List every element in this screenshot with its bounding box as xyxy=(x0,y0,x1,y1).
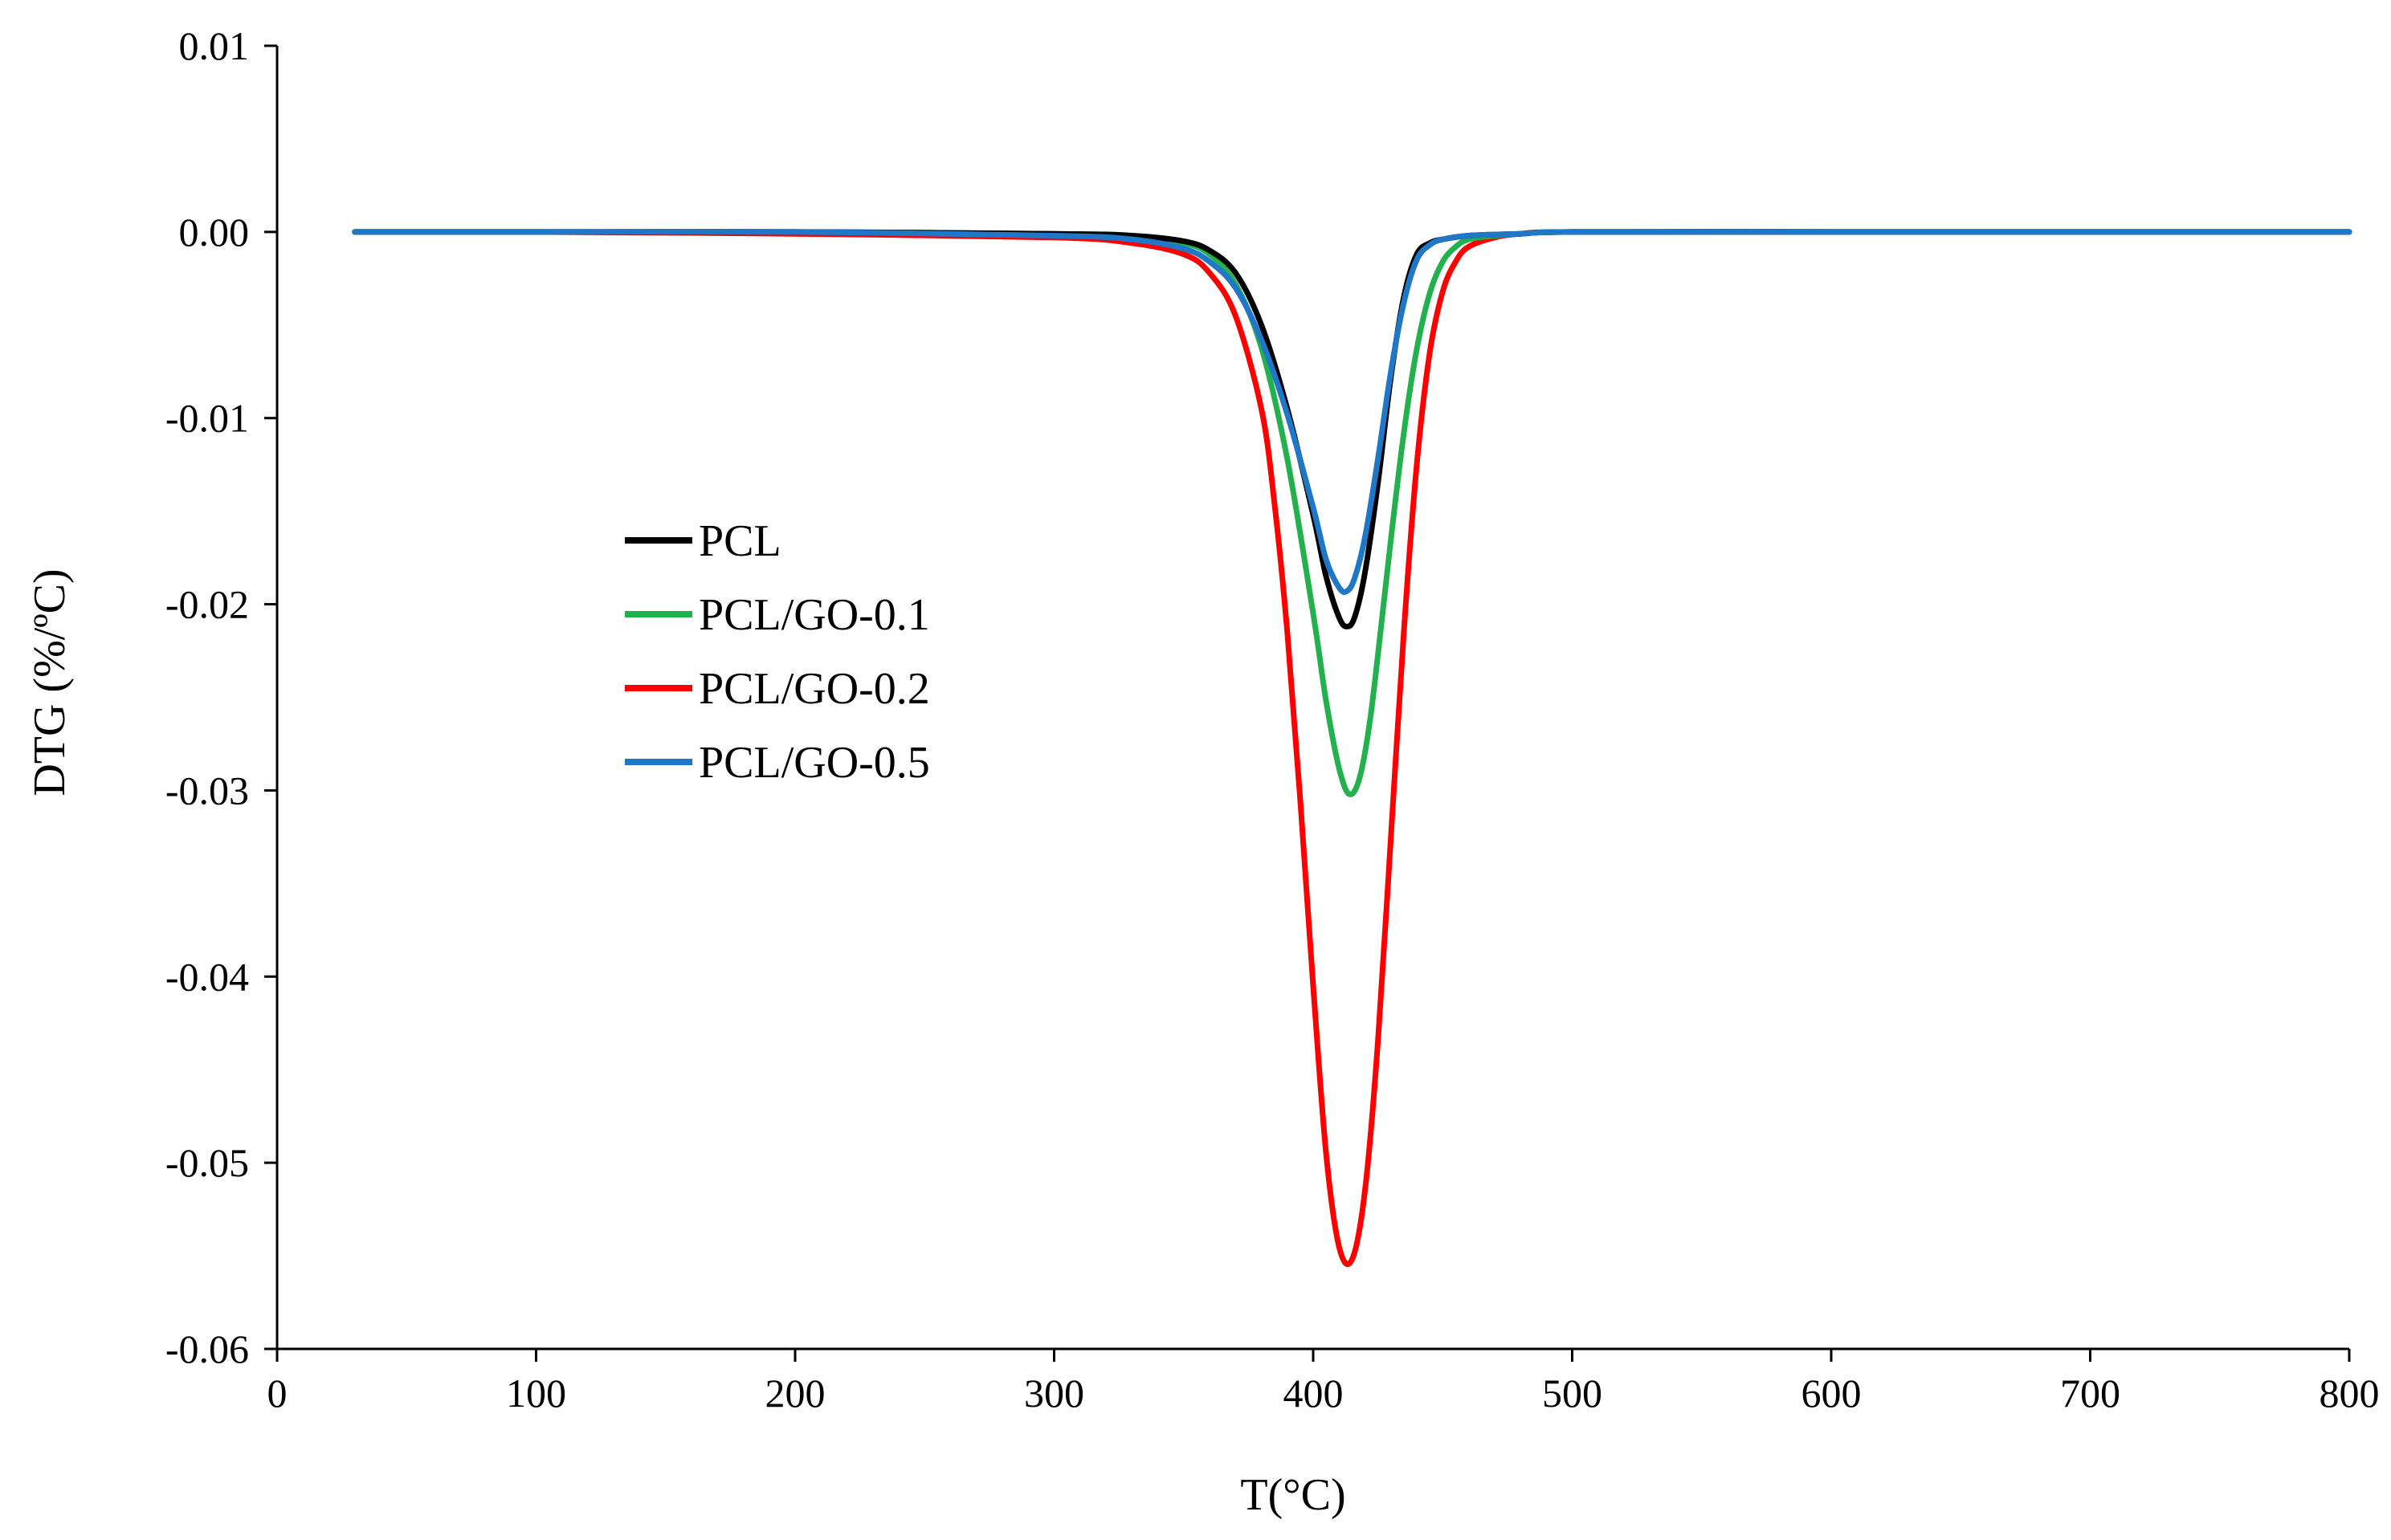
legend-label: PCL/GO-0.2 xyxy=(699,664,930,714)
x-tick-label: 400 xyxy=(1283,1371,1344,1416)
x-tick-label: 300 xyxy=(1024,1371,1084,1416)
x-tick-label: 600 xyxy=(1801,1371,1862,1416)
x-tick-label: 100 xyxy=(506,1371,566,1416)
y-tick-label: -0.04 xyxy=(165,954,249,999)
x-tick-label: 0 xyxy=(267,1371,288,1416)
x-axis-title: T(°C) xyxy=(1240,1470,1345,1520)
legend-label: PCL/GO-0.1 xyxy=(699,590,930,640)
y-tick-label: -0.06 xyxy=(165,1326,249,1371)
series-line-pcl-go-0-1 xyxy=(352,229,2352,797)
y-tick-label: -0.05 xyxy=(165,1140,249,1185)
y-ticks: 0.01 0.00 -0.01 -0.02 -0.03 -0.04 -0.05 -0.06 xyxy=(165,23,277,1371)
x-tick-label: 800 xyxy=(2320,1371,2380,1416)
y-axis-title: DTG (%/ºC) xyxy=(25,568,75,796)
legend: PCL PCL/GO-0.1 PCL/GO-0.2 PCL/GO-0.5 xyxy=(625,516,930,788)
legend-label: PCL/GO-0.5 xyxy=(699,738,930,788)
x-tick-label: 500 xyxy=(1542,1371,1602,1416)
series-line-pcl-go-0-5 xyxy=(352,229,2352,595)
x-ticks: 0 100 200 300 400 500 600 700 800 xyxy=(267,1349,2380,1416)
y-tick-label: -0.02 xyxy=(165,582,249,627)
series-line-pcl-go-0-2 xyxy=(352,229,2352,1267)
y-tick-label: 0.01 xyxy=(179,23,250,68)
axes-layer: 0 100 200 300 400 500 600 700 800 0.01 0.00 -0.01 -… xyxy=(165,23,2380,1416)
y-tick-label: 0.00 xyxy=(179,210,250,255)
y-tick-label: -0.03 xyxy=(165,768,249,813)
y-tick-label: -0.01 xyxy=(165,396,249,441)
series-line-pcl xyxy=(352,229,2352,629)
legend-label: PCL xyxy=(699,516,781,566)
x-tick-label: 200 xyxy=(765,1371,826,1416)
series-layer xyxy=(352,229,2352,1267)
x-tick-label: 700 xyxy=(2060,1371,2120,1416)
